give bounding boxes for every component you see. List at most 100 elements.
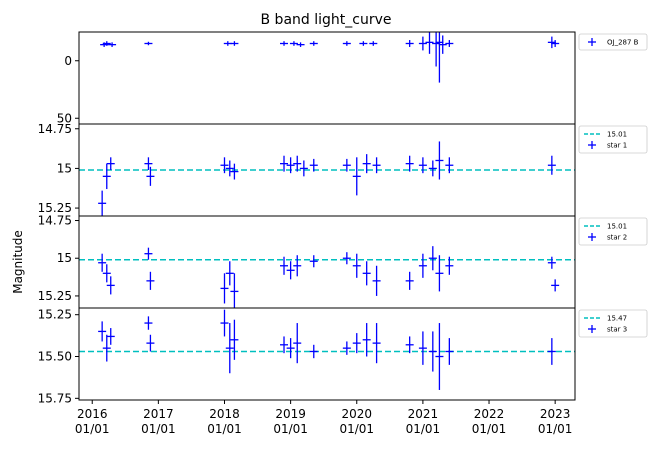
data-point [352, 157, 361, 196]
data-point [293, 323, 302, 364]
legend-2: 15.01 star 1 [578, 125, 648, 154]
data-point [220, 273, 229, 304]
data-point [435, 141, 444, 180]
data-point [428, 246, 437, 271]
x-tick-label: 2019 [275, 407, 306, 421]
data-point [106, 328, 115, 345]
x-tick-label: 01/01 [141, 422, 176, 436]
data-point [293, 155, 302, 172]
legend-3: 15.01 star 2 [578, 217, 648, 246]
data-point [144, 157, 153, 170]
data-point [418, 331, 427, 365]
data-point [342, 252, 351, 265]
x-axis: 201601/01201701/01201801/01201901/012020… [75, 400, 573, 436]
data-point [405, 40, 414, 47]
x-tick-label: 2020 [341, 407, 372, 421]
data-point [286, 261, 295, 280]
data-point [98, 253, 107, 272]
data-point [372, 157, 381, 174]
data-point [289, 41, 298, 46]
data-point [220, 157, 229, 174]
data-point [293, 255, 302, 277]
data-point [108, 42, 117, 47]
x-tick-label: 2022 [474, 407, 505, 421]
data-point [352, 333, 361, 354]
panel-4-marks [79, 309, 575, 390]
data-point [102, 41, 111, 46]
panel-3-marks [79, 246, 575, 308]
y-tick-label: 15.75 [38, 391, 72, 405]
data-point [106, 157, 115, 170]
data-point [299, 160, 308, 177]
x-tick-label: 01/01 [207, 422, 242, 436]
data-point [362, 323, 371, 357]
x-tick-label: 01/01 [406, 422, 441, 436]
x-tick-label: 2023 [540, 407, 571, 421]
y-tick-label: 15 [57, 251, 72, 265]
data-point [309, 344, 318, 359]
data-point [445, 157, 454, 174]
y-axis-label: Magnitude [11, 230, 25, 294]
panel-4: 15.25 15.50 15.75 15.47 star 3 [38, 307, 648, 405]
data-point [225, 160, 234, 177]
y-tick-label: 14.75 [38, 214, 72, 228]
data-point [225, 261, 234, 286]
data-point [98, 321, 107, 342]
data-point [445, 256, 454, 275]
data-point [146, 334, 155, 352]
legend-series-label: star 1 [607, 142, 627, 150]
data-point [230, 319, 239, 360]
data-point [98, 190, 107, 216]
data-point [280, 336, 289, 354]
x-tick-label: 2021 [408, 407, 439, 421]
data-point [106, 276, 115, 295]
data-point [230, 41, 239, 46]
data-point [144, 41, 153, 46]
y-tick-label: 15.25 [38, 308, 72, 322]
x-tick-label: 2017 [143, 407, 174, 421]
data-point [286, 157, 295, 174]
x-tick-label: 2016 [77, 407, 108, 421]
data-point [405, 155, 414, 172]
data-point [144, 247, 153, 260]
y-tick-label: 15.50 [38, 350, 72, 364]
data-point [372, 265, 381, 296]
legend-4: 15.47 star 3 [578, 309, 648, 338]
data-point [280, 155, 289, 172]
data-point [362, 261, 371, 286]
panel-3: 14.75 15 15.25 15.01 star 2 [38, 214, 648, 309]
y-tick-label: 15.25 [38, 201, 72, 215]
data-point [146, 271, 155, 290]
panel-frame [78, 31, 576, 125]
data-point [372, 323, 381, 364]
data-point [352, 253, 361, 278]
x-tick-label: 01/01 [538, 422, 573, 436]
data-point [359, 41, 368, 46]
data-point [225, 323, 234, 374]
data-point [230, 163, 239, 180]
legend-series-label: OJ_287 B [607, 39, 639, 47]
data-point [296, 42, 305, 47]
data-point [280, 41, 289, 46]
panel-frame [78, 215, 576, 309]
data-point [102, 334, 111, 362]
data-point [405, 271, 414, 290]
x-tick-label: 01/01 [472, 422, 507, 436]
data-point [309, 255, 318, 268]
data-point [286, 338, 295, 359]
data-point [280, 256, 289, 275]
x-tick-label: 01/01 [75, 422, 110, 436]
data-point [146, 166, 155, 186]
panel-1-marks [100, 32, 560, 83]
y-tick-label: 0 [64, 54, 72, 68]
data-point [445, 338, 454, 365]
data-point [438, 35, 447, 54]
data-point [220, 309, 229, 337]
data-point [102, 264, 111, 283]
data-point [445, 40, 454, 47]
legend-reference-label: 15.01 [607, 223, 627, 231]
data-point [342, 341, 351, 355]
data-point [551, 40, 560, 47]
